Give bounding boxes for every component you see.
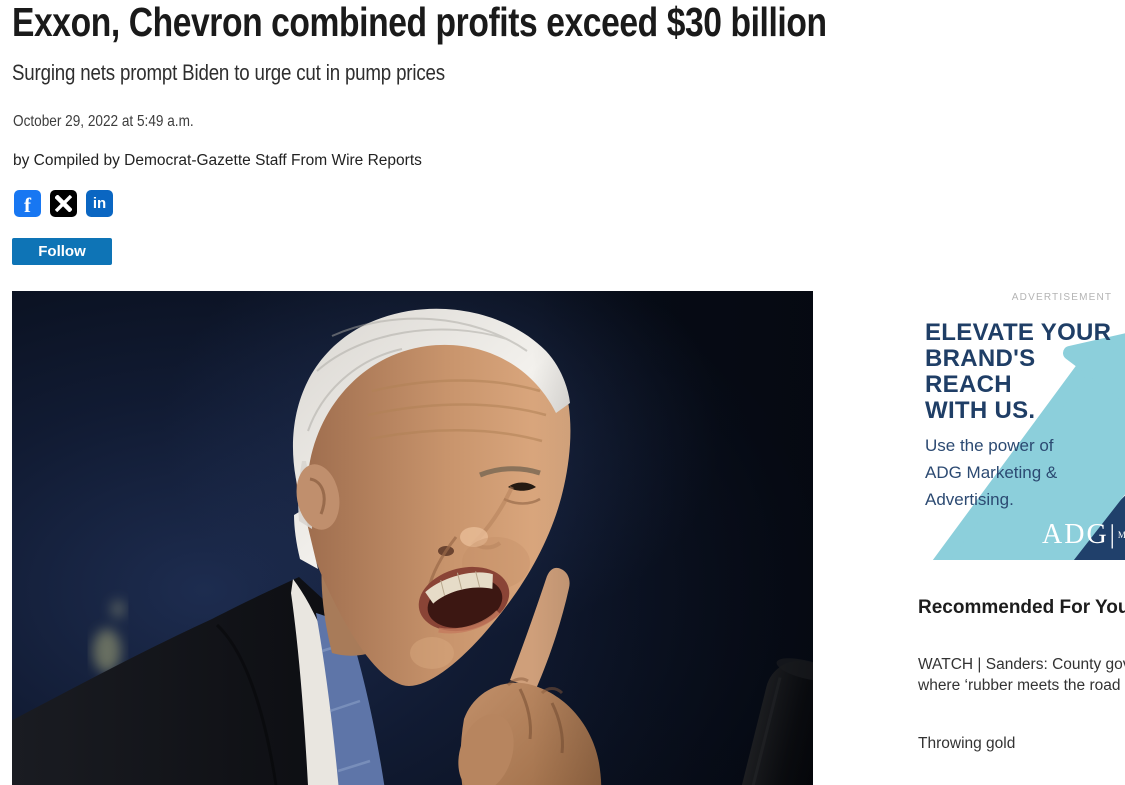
article-subheadline: Surging nets prompt Biden to urge cut in… <box>12 60 445 85</box>
article-date: October 29, 2022 at 5:49 a.m. <box>13 113 194 130</box>
x-icon <box>55 195 72 212</box>
advertisement-label: ADVERTISEMENT <box>1011 292 1113 303</box>
ad-banner[interactable]: ELEVATE YOUR BRAND'S REACH WITH US. Use … <box>912 310 1125 560</box>
article-headline: Exxon, Chevron combined profits exceed $… <box>12 0 827 45</box>
ad-body-text: Use the power of ADG Marketing & Adverti… <box>925 436 1058 509</box>
head <box>292 308 571 686</box>
facebook-share-button[interactable]: f <box>14 190 41 217</box>
open-mouth <box>418 566 510 634</box>
biden-speaking-photo-illustration <box>12 291 813 785</box>
ad-container: ADVERTISEMENT ELEVATE YOUR BRAND'S REACH… <box>912 291 1125 560</box>
ear <box>296 464 340 530</box>
article-photo <box>12 291 813 785</box>
adg-logo: ADG | M <box>1042 519 1125 550</box>
article-byline: by Compiled by Democrat-Gazette Staff Fr… <box>13 152 422 169</box>
suit-and-shirt <box>12 577 385 785</box>
follow-button[interactable]: Follow <box>12 238 112 265</box>
ad-arrow-graphic <box>912 310 1125 560</box>
x-share-button[interactable] <box>50 190 77 217</box>
linkedin-icon: in <box>92 195 107 212</box>
linkedin-share-button[interactable]: in <box>86 190 113 217</box>
ad-headline: ELEVATE YOUR BRAND'S REACH WITH US. <box>925 319 1112 424</box>
eye <box>508 482 536 491</box>
recommended-item[interactable]: Throwing gold <box>918 735 1016 752</box>
facebook-icon: f <box>24 192 31 217</box>
recommended-item[interactable]: WATCH | Sanders: County gov where ‘rubbe… <box>918 656 1125 694</box>
recommended-heading: Recommended For You <box>918 597 1125 618</box>
social-share-row: f in <box>14 190 113 217</box>
